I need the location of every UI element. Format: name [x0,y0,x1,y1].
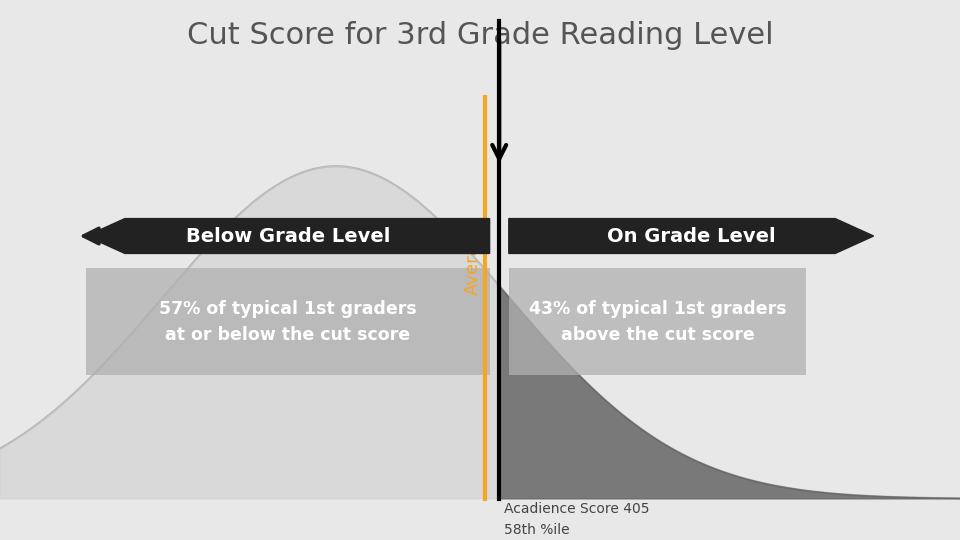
Text: On Grade Level: On Grade Level [607,226,776,246]
FancyArrow shape [509,219,874,253]
Polygon shape [499,287,960,499]
FancyBboxPatch shape [86,268,490,375]
Text: Below Grade Level: Below Grade Level [186,226,390,246]
Text: Acadience Score 405: Acadience Score 405 [504,502,650,516]
Text: 43% of typical 1st graders
above the cut score: 43% of typical 1st graders above the cut… [529,300,786,344]
Polygon shape [0,166,499,499]
Text: Cut Score for 3rd Grade Reading Level: Cut Score for 3rd Grade Reading Level [186,22,774,50]
Text: 58th %ile: 58th %ile [504,523,569,537]
Text: 57% of typical 1st graders
at or below the cut score: 57% of typical 1st graders at or below t… [159,300,417,344]
Text: Average: Average [465,220,482,295]
FancyBboxPatch shape [509,268,806,375]
FancyArrow shape [86,219,490,253]
